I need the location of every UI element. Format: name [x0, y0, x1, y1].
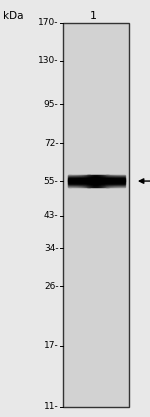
Bar — [87, 175, 88, 187]
Bar — [63, 23, 129, 407]
Text: 11-: 11- — [44, 402, 58, 411]
Bar — [68, 180, 124, 181]
Bar — [120, 175, 121, 187]
Bar — [79, 175, 80, 187]
Bar — [112, 175, 113, 187]
Bar — [121, 175, 122, 187]
Bar — [68, 184, 124, 185]
Bar — [115, 175, 116, 187]
Bar — [68, 175, 124, 176]
Bar — [76, 175, 77, 187]
Bar — [68, 175, 124, 176]
Bar — [90, 175, 91, 187]
Bar — [68, 181, 124, 182]
Bar — [71, 175, 72, 187]
Bar — [68, 183, 124, 184]
Text: kDa: kDa — [3, 11, 24, 21]
Bar — [73, 175, 74, 187]
Bar — [95, 175, 96, 187]
Bar — [107, 175, 108, 187]
Bar — [91, 175, 92, 187]
Bar — [106, 175, 108, 187]
Bar — [69, 175, 70, 187]
Bar — [96, 175, 97, 187]
Bar — [68, 178, 124, 179]
Bar — [93, 175, 94, 187]
Bar — [68, 184, 124, 185]
Text: 26-: 26- — [44, 281, 58, 291]
Bar — [68, 175, 124, 176]
Bar — [68, 185, 124, 186]
Bar — [98, 175, 99, 187]
Bar — [68, 183, 124, 184]
Bar — [104, 175, 105, 187]
Bar — [85, 175, 87, 187]
Bar — [116, 175, 117, 187]
Bar — [122, 175, 123, 187]
Bar — [68, 177, 124, 178]
Bar — [109, 175, 110, 187]
Bar — [68, 175, 69, 187]
Bar — [68, 176, 124, 177]
Bar — [100, 175, 101, 187]
Text: 1: 1 — [90, 11, 96, 21]
Text: 55-: 55- — [44, 176, 58, 186]
Text: 34-: 34- — [44, 244, 58, 253]
Bar — [119, 175, 120, 187]
Bar — [114, 175, 115, 187]
Bar — [68, 181, 124, 182]
Bar — [74, 175, 75, 187]
Bar — [108, 175, 110, 187]
Bar — [68, 177, 124, 178]
Bar — [123, 175, 124, 187]
Bar — [88, 175, 90, 187]
Bar — [68, 175, 70, 187]
Bar — [68, 179, 124, 180]
Bar — [68, 182, 124, 183]
Bar — [75, 175, 76, 187]
Bar — [68, 183, 124, 184]
Bar — [101, 175, 102, 187]
Bar — [68, 186, 124, 187]
Bar — [113, 175, 114, 187]
Bar — [82, 175, 83, 187]
Bar — [105, 175, 106, 187]
Bar — [68, 179, 124, 180]
Bar — [68, 185, 124, 186]
Bar — [68, 182, 124, 183]
Text: 95-: 95- — [44, 100, 58, 109]
Bar — [68, 177, 124, 178]
Bar — [68, 178, 124, 179]
Bar — [92, 175, 93, 187]
Bar — [68, 176, 124, 177]
Bar — [118, 175, 119, 187]
Bar — [94, 175, 95, 187]
Bar — [105, 175, 107, 187]
Text: 72-: 72- — [44, 139, 58, 148]
Bar — [83, 175, 84, 187]
Text: 43-: 43- — [44, 211, 58, 220]
Bar — [89, 175, 90, 187]
Text: 17-: 17- — [44, 341, 58, 350]
Bar — [80, 175, 81, 187]
Bar — [87, 175, 88, 187]
Bar — [102, 175, 103, 187]
Text: 170-: 170- — [38, 18, 58, 28]
Bar — [110, 175, 111, 187]
Bar — [111, 175, 112, 187]
Bar — [68, 180, 124, 181]
Bar — [99, 175, 100, 187]
Bar — [85, 175, 86, 187]
Bar — [103, 175, 104, 187]
Bar — [81, 175, 82, 187]
Bar — [78, 175, 79, 187]
Bar — [72, 175, 73, 187]
Bar — [70, 175, 71, 187]
Bar — [124, 175, 125, 187]
Text: 130-: 130- — [38, 56, 58, 65]
Bar — [77, 175, 78, 187]
Bar — [117, 175, 118, 187]
Bar — [97, 175, 98, 187]
Bar — [84, 175, 85, 187]
